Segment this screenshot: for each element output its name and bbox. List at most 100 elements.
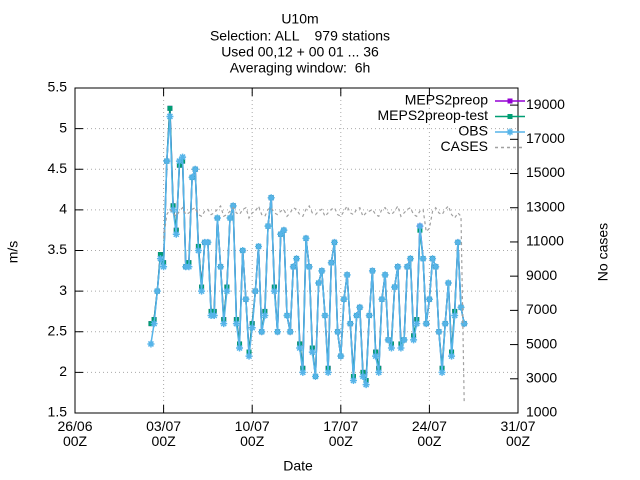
data-point <box>365 312 373 319</box>
data-point <box>375 368 383 376</box>
data-point <box>188 173 196 181</box>
data-point <box>302 234 310 242</box>
y-axis-label: m/s <box>5 241 21 264</box>
data-point <box>429 255 437 263</box>
data-point <box>150 320 158 328</box>
data-point <box>432 263 440 271</box>
data-point <box>349 377 357 384</box>
data-point <box>321 312 329 319</box>
data-point <box>229 202 237 210</box>
data-point <box>384 336 392 344</box>
x-tick-label: 17/07 00Z <box>323 418 359 449</box>
subtitle: Used 00,12 + 00 01 ... 36 <box>221 44 379 60</box>
x-tick-label: 24/07 00Z <box>411 418 447 449</box>
x-axis-label: Date <box>283 458 313 474</box>
data-point <box>232 320 240 328</box>
x-tick-label: 10/07 00Z <box>234 418 270 449</box>
plot-frame <box>74 87 519 414</box>
data-point <box>413 320 421 328</box>
data-point <box>280 226 288 234</box>
y2-tick-label: 15000 <box>526 164 565 180</box>
data-point <box>419 255 427 263</box>
data-point <box>394 263 402 271</box>
data-point <box>156 255 164 263</box>
data-point <box>340 295 348 303</box>
data-point <box>153 287 161 295</box>
y-tick-label: 2.5 <box>48 322 68 338</box>
data-point <box>248 324 256 332</box>
data-point <box>403 263 411 271</box>
y2-tick-label: 17000 <box>526 130 565 146</box>
data-point <box>175 157 183 165</box>
data-point <box>147 340 155 348</box>
data-point <box>245 352 253 360</box>
data-point <box>274 328 282 336</box>
data-point <box>179 153 187 161</box>
chart-title: U10m <box>281 11 318 27</box>
data-point <box>172 230 180 238</box>
data-point <box>223 287 231 295</box>
data-point <box>258 328 266 336</box>
data-point <box>460 320 468 328</box>
data-point <box>327 259 335 267</box>
data-point <box>378 295 386 303</box>
x-tick-label: 26/06 00Z <box>57 418 93 449</box>
data-point <box>343 271 351 279</box>
legend-marker <box>506 128 514 136</box>
y-tick-label: 4 <box>59 201 67 217</box>
data-point <box>391 283 399 291</box>
legend-label: MEPS2preop-test <box>378 107 489 123</box>
data-point <box>387 344 395 352</box>
data-point <box>457 303 465 311</box>
y-tick-label: 3.5 <box>48 241 68 257</box>
data-point <box>283 312 291 319</box>
series-line <box>150 116 465 385</box>
data-point <box>185 263 193 271</box>
data-point <box>286 328 294 336</box>
data-point <box>334 328 342 336</box>
data-point <box>264 222 272 230</box>
data-point <box>362 381 370 389</box>
data-point <box>261 312 269 319</box>
data-point <box>191 165 199 173</box>
y-tick-label: 2 <box>59 363 67 379</box>
data-point <box>198 287 206 295</box>
data-point <box>157 252 163 258</box>
legend-marker <box>507 98 513 104</box>
subtitle: Selection: ALL 979 stations <box>210 28 390 44</box>
data-point <box>406 255 414 263</box>
data-point <box>444 279 452 287</box>
subtitle: Averaging window: 6h <box>230 60 371 76</box>
data-point <box>167 105 173 111</box>
data-point <box>372 352 380 360</box>
data-point <box>422 320 430 328</box>
legend-label: OBS <box>458 123 488 139</box>
data-point <box>308 348 316 356</box>
x-tick-label: 03/07 00Z <box>146 418 182 449</box>
data-point <box>438 368 446 376</box>
data-point <box>226 214 234 222</box>
y-tick-label: 5 <box>59 119 67 135</box>
legend-marker <box>507 114 513 119</box>
y2-tick-label: 13000 <box>526 198 565 214</box>
data-point <box>160 263 168 271</box>
data-point <box>441 320 449 328</box>
legend-label: CASES <box>441 138 488 154</box>
data-point <box>255 242 263 250</box>
data-point <box>330 238 338 246</box>
data-point <box>311 372 319 380</box>
data-point <box>346 320 354 328</box>
y2-tick-label: 11000 <box>526 233 564 249</box>
data-point <box>163 157 171 165</box>
data-point <box>451 312 459 319</box>
data-point <box>359 372 367 380</box>
y2-tick-label: 3000 <box>526 369 557 385</box>
x-tick-label: 31/07 00Z <box>500 418 536 449</box>
y2-axis-label: No cases <box>595 223 611 281</box>
data-point <box>166 112 174 120</box>
data-point <box>251 287 259 295</box>
data-point <box>324 368 332 376</box>
data-point <box>220 320 228 328</box>
data-point <box>296 344 304 352</box>
